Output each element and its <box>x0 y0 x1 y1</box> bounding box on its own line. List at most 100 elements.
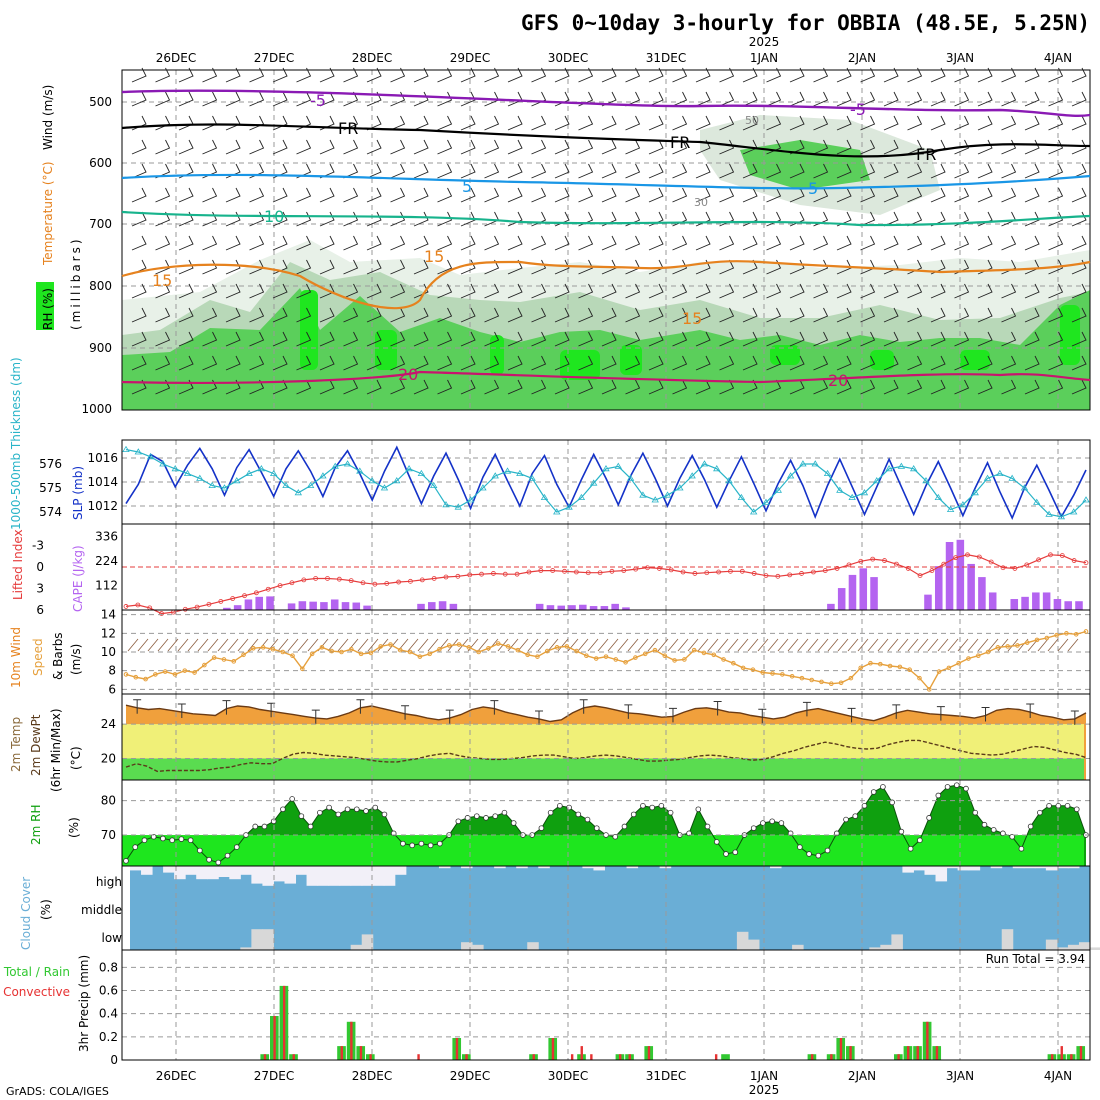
cape-bar <box>611 603 619 610</box>
wind-speed-point <box>290 653 295 659</box>
li-point <box>597 570 603 576</box>
thickness-point <box>442 501 450 508</box>
precip-legend-conv: Convective <box>3 985 70 999</box>
barb <box>930 283 946 299</box>
li-point <box>514 571 520 577</box>
barb <box>860 115 876 131</box>
barb <box>484 283 500 299</box>
rh-band-bright-4 <box>620 345 642 375</box>
thickness-point <box>196 474 204 481</box>
barb <box>907 163 923 179</box>
barb <box>954 307 970 323</box>
barb <box>930 91 946 107</box>
rh-panel: 80 70 <box>101 779 1091 867</box>
wind-speed-point <box>642 651 648 657</box>
thickness-point <box>528 474 536 481</box>
contour-label-15-b: 15 <box>424 247 444 266</box>
li-point <box>976 554 982 560</box>
barb <box>272 235 288 251</box>
barb <box>766 379 782 395</box>
barb <box>695 91 711 107</box>
barb <box>1001 283 1017 299</box>
barb <box>1048 331 1064 347</box>
li-point <box>253 590 259 596</box>
cloud-low-bar <box>1067 944 1080 950</box>
rh2m-point <box>547 809 554 816</box>
upper-ylabels: RH (%) Temperature (°C) Wind (m/s) (mill… <box>36 85 83 330</box>
wind-barb <box>167 638 179 652</box>
barb <box>202 91 218 107</box>
barb <box>578 163 594 179</box>
cloud-low-bar <box>880 944 892 950</box>
barb <box>390 67 406 83</box>
barb <box>460 307 476 323</box>
wind-speed-point <box>123 672 129 677</box>
cloud-low-bar <box>472 944 484 950</box>
barb <box>484 379 500 395</box>
wind-barb <box>947 638 959 652</box>
barb <box>672 235 688 251</box>
li-point <box>135 602 141 608</box>
li-point <box>668 567 674 573</box>
wind-speed-point <box>1044 635 1050 641</box>
wind-speed-point <box>319 645 325 650</box>
precip-tick-0.2: 0.2 <box>99 1030 118 1044</box>
cloud-low-bar <box>1056 947 1069 950</box>
barb <box>1048 259 1064 275</box>
barb <box>860 331 876 347</box>
temperature-contours <box>121 89 1091 384</box>
barb <box>789 211 805 227</box>
barb <box>789 283 805 299</box>
barb <box>437 91 453 107</box>
thickness-point <box>553 508 561 515</box>
barb <box>531 331 547 347</box>
rh2m-point <box>713 839 720 845</box>
wind-speed-point <box>162 669 168 674</box>
wind-speed-point <box>437 646 442 652</box>
li-point <box>1048 552 1053 558</box>
wind-speed-point <box>672 658 677 663</box>
barb <box>319 307 335 323</box>
contour-label-m5: -5 <box>310 91 326 110</box>
wind-barb <box>627 638 639 652</box>
wind-speed-point <box>809 677 815 683</box>
wind-speed-point <box>241 652 246 658</box>
wind-barb <box>1047 638 1059 652</box>
wind-speed-point <box>446 643 452 648</box>
temp2m-ylabel: 2m Temp <box>9 717 23 772</box>
thickness-point <box>1045 510 1053 517</box>
barb <box>249 235 265 251</box>
wind-ylabels: 10m Wind Speed & Barbs (m/s) <box>9 627 83 688</box>
cape-bar <box>438 601 447 610</box>
barb <box>813 331 829 347</box>
rh2m-point <box>473 813 480 819</box>
barb <box>507 307 523 323</box>
wind-barb <box>607 638 619 652</box>
precip-ylabels: Total / Rain Convective 3hr Precip (mm) … <box>3 952 1085 1052</box>
barb <box>272 211 288 227</box>
cape-bar <box>330 599 339 610</box>
wind-speed-point <box>202 662 207 668</box>
wind-speed-point <box>368 650 374 656</box>
temp-minmax-bar <box>535 710 544 725</box>
barb <box>554 139 570 155</box>
wind-barb <box>567 638 579 652</box>
contour-freezing <box>121 123 1091 158</box>
barb <box>601 187 617 203</box>
wind-speed-point <box>427 651 432 657</box>
barb <box>413 91 429 107</box>
barb <box>766 211 782 227</box>
dewpt-ylabel: 2m DewPt <box>29 714 43 776</box>
li-point <box>336 576 342 582</box>
barb <box>296 139 312 155</box>
barb <box>742 67 758 83</box>
barb <box>695 379 711 395</box>
barb <box>625 67 641 83</box>
cape-bar <box>341 602 350 610</box>
cape-bar <box>1032 592 1040 610</box>
barb <box>343 187 359 203</box>
barb <box>625 379 641 395</box>
year-label-top: 2025 <box>749 35 780 49</box>
cape-bar <box>978 577 986 610</box>
barb <box>413 115 429 131</box>
